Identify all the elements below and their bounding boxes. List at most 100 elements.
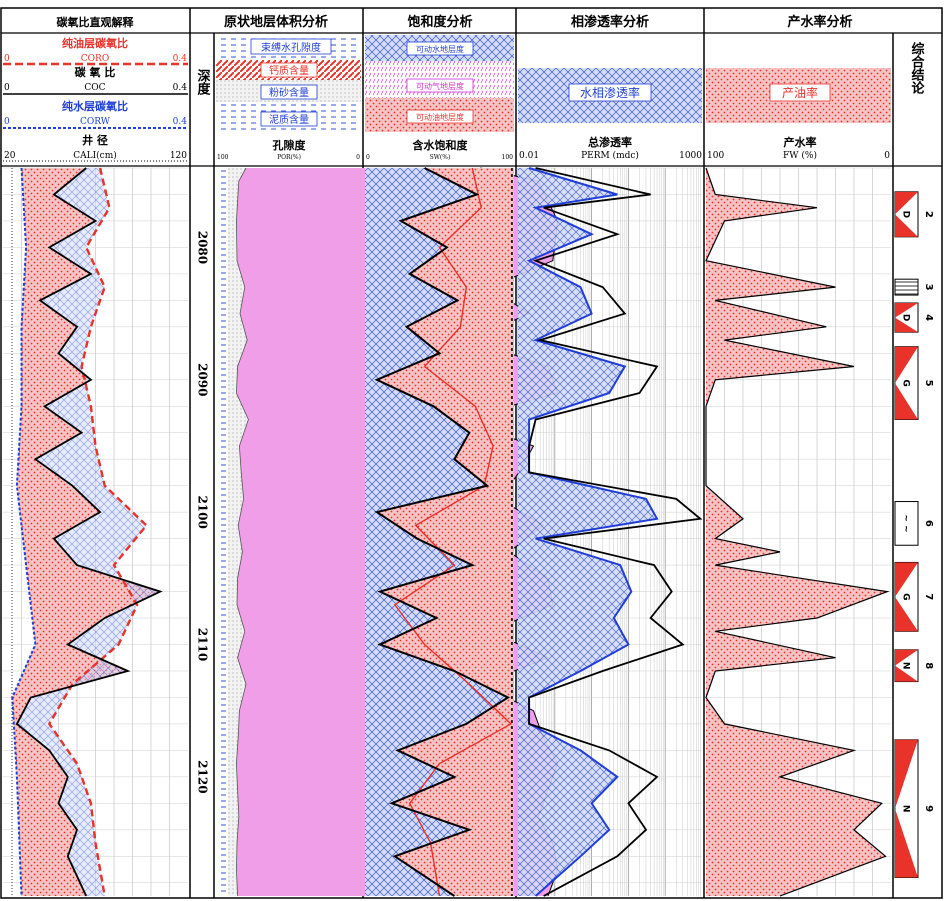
t2-curve-min: 100 xyxy=(217,154,229,161)
depth-tick-label: 2090 xyxy=(196,363,210,396)
t5-curve-min: 100 xyxy=(707,151,724,161)
coc-mnem: COC xyxy=(84,83,105,93)
track2-header: 束缚水孔隙度 钙质含量 粉砂含量 泥质含量 孔隙度 100 POR(%) 0 xyxy=(216,36,361,161)
conclusion-code: D xyxy=(901,314,911,321)
conclusion-bottom-flag xyxy=(895,383,918,420)
track5-title: 产水率分析 xyxy=(787,14,852,30)
coro-max: 0.4 xyxy=(173,54,188,64)
t2-legend-3: 泥质含量 xyxy=(269,113,309,126)
conclusion-top-flag xyxy=(895,303,918,318)
conclusion-number: 4 xyxy=(923,314,934,321)
total-perm-curve xyxy=(528,167,703,897)
corw-curve xyxy=(11,167,37,897)
t3-legend-0: 可动水地层度 xyxy=(416,44,464,54)
conclusion-code: G xyxy=(901,379,911,386)
conclusion-track: D 2 3 D 4 G 5 ~ ~ 6 G 7 N 8 N 9 xyxy=(894,191,934,878)
depth-tick-label: 2110 xyxy=(196,628,210,661)
t4-legend-0: 水相渗透率 xyxy=(580,85,640,100)
track5-header: 产油率 产水率 100 FW (%) 0 xyxy=(706,68,891,161)
coro-title: 纯油层碳氧比 xyxy=(62,36,128,50)
t2-curve-title: 孔隙度 xyxy=(273,138,307,152)
t5-legend-0: 产油率 xyxy=(782,85,818,100)
water-perm-fill xyxy=(518,168,657,896)
fw-curve xyxy=(705,167,890,897)
conclusion-bottom-flag xyxy=(895,665,918,682)
t2-curve-max: 0 xyxy=(356,154,360,161)
conclusion-code: ~ ~ xyxy=(901,514,911,532)
conclusion-code: G xyxy=(901,593,911,600)
corw-title: 纯水层碳氧比 xyxy=(62,99,128,113)
track1-header: 纯油层碳氧比 0 CORO 0.4 碳 氧 比 0 COC 0.4 纯水层碳氧比… xyxy=(3,36,188,162)
t4-curve-mnem: PERM (mdc) xyxy=(581,150,639,161)
depth-title: 深度 xyxy=(195,68,211,96)
bvw-curve xyxy=(235,167,249,897)
coc-title: 碳 氧 比 xyxy=(75,65,116,79)
t5-curve-mnem: FW (%) xyxy=(783,150,817,161)
track5-data xyxy=(705,167,890,897)
conclusion-number: 6 xyxy=(923,520,934,527)
conclusion-number: 5 xyxy=(923,380,934,387)
conclusion-bottom-flag xyxy=(895,808,918,878)
track3-title: 饱和度分析 xyxy=(406,14,472,30)
cali-max: 120 xyxy=(170,151,187,161)
water-perm-curve xyxy=(526,167,659,897)
swirr-curve xyxy=(393,167,513,897)
conclusion-code: N xyxy=(901,662,911,670)
coro-min: 0 xyxy=(4,54,10,64)
oil-rate-fill xyxy=(706,168,888,896)
t4-curve-title: 总渗透率 xyxy=(588,135,632,149)
conclusion-number: 7 xyxy=(923,593,934,600)
conclusion-bottom-flag xyxy=(895,596,918,632)
track3-data xyxy=(365,167,514,897)
track2-title: 原状地层体积分析 xyxy=(224,14,328,30)
cali-min: 20 xyxy=(4,151,16,161)
t3-curve-max: 100 xyxy=(502,154,514,161)
depth-axis: 2080 2090 2100 2110 2120 xyxy=(196,231,210,794)
conclusion-top-flag xyxy=(895,739,918,809)
cali-title: 井 径 xyxy=(82,133,108,147)
track4-data xyxy=(518,167,703,897)
sw-curve xyxy=(374,167,511,897)
corw-mnem: CORW xyxy=(80,117,111,127)
t3-legend-1: 可动气地层度 xyxy=(416,81,464,91)
t2-legend-2: 粉砂含量 xyxy=(269,86,309,99)
track-title-row: 碳氧比直观解释 原状地层体积分析 饱和度分析 相渗透率分析 产水率分析 xyxy=(57,14,853,30)
t4-curve-max: 1000 xyxy=(679,151,702,161)
track4-title: 相渗透率分析 xyxy=(571,14,649,30)
corw-min: 0 xyxy=(4,117,10,127)
t2-legend-1: 钙质含量 xyxy=(269,64,309,77)
t4-curve-min: 0.01 xyxy=(519,151,539,161)
t3-curve-min: 0 xyxy=(366,154,370,161)
conclusion-number: 9 xyxy=(923,805,934,812)
conclusion-code: N xyxy=(901,805,911,813)
coc-min: 0 xyxy=(4,83,10,93)
conclusion-top-flag xyxy=(895,346,918,384)
corw-max: 0.4 xyxy=(173,117,188,127)
conclusion-top-flag xyxy=(895,562,918,597)
track1-data xyxy=(11,167,163,897)
depth-tick-label: 2080 xyxy=(196,231,210,264)
conclusion-code: D xyxy=(901,211,911,218)
conclusion-bottom-flag xyxy=(895,214,918,237)
conclusion-number: 2 xyxy=(923,211,934,218)
t5-curve-max: 0 xyxy=(884,151,890,161)
track4-header: 水相渗透率 总渗透率 0.01 PERM (mdc) 1000 xyxy=(518,68,702,161)
outer-frame xyxy=(0,7,943,899)
t5-curve-title: 产水率 xyxy=(784,135,817,149)
coro-mnem: CORO xyxy=(81,54,109,64)
water-fill-area xyxy=(16,168,161,896)
conclusion-title: 综合结论 xyxy=(909,41,925,95)
t3-legend-2: 可动油地层度 xyxy=(416,112,464,122)
track3-header: 可动水地层度 可动气地层度 可动油地层度 含水饱和度 0 SW(%) 100 xyxy=(365,35,514,161)
coc-curve xyxy=(15,167,163,897)
conclusion-box xyxy=(894,501,919,546)
track1-title: 碳氧比直观解释 xyxy=(57,15,135,29)
depth-tick-label: 2100 xyxy=(196,495,210,528)
coro-curve xyxy=(47,167,149,897)
t2-legend-0: 束缚水孔隙度 xyxy=(261,41,321,54)
conclusion-top-flag xyxy=(895,191,918,215)
t2-curve-mnem: POR(%) xyxy=(277,154,301,161)
coc-max: 0.4 xyxy=(173,83,188,93)
t3-curve-mnem: SW(%) xyxy=(430,154,451,161)
